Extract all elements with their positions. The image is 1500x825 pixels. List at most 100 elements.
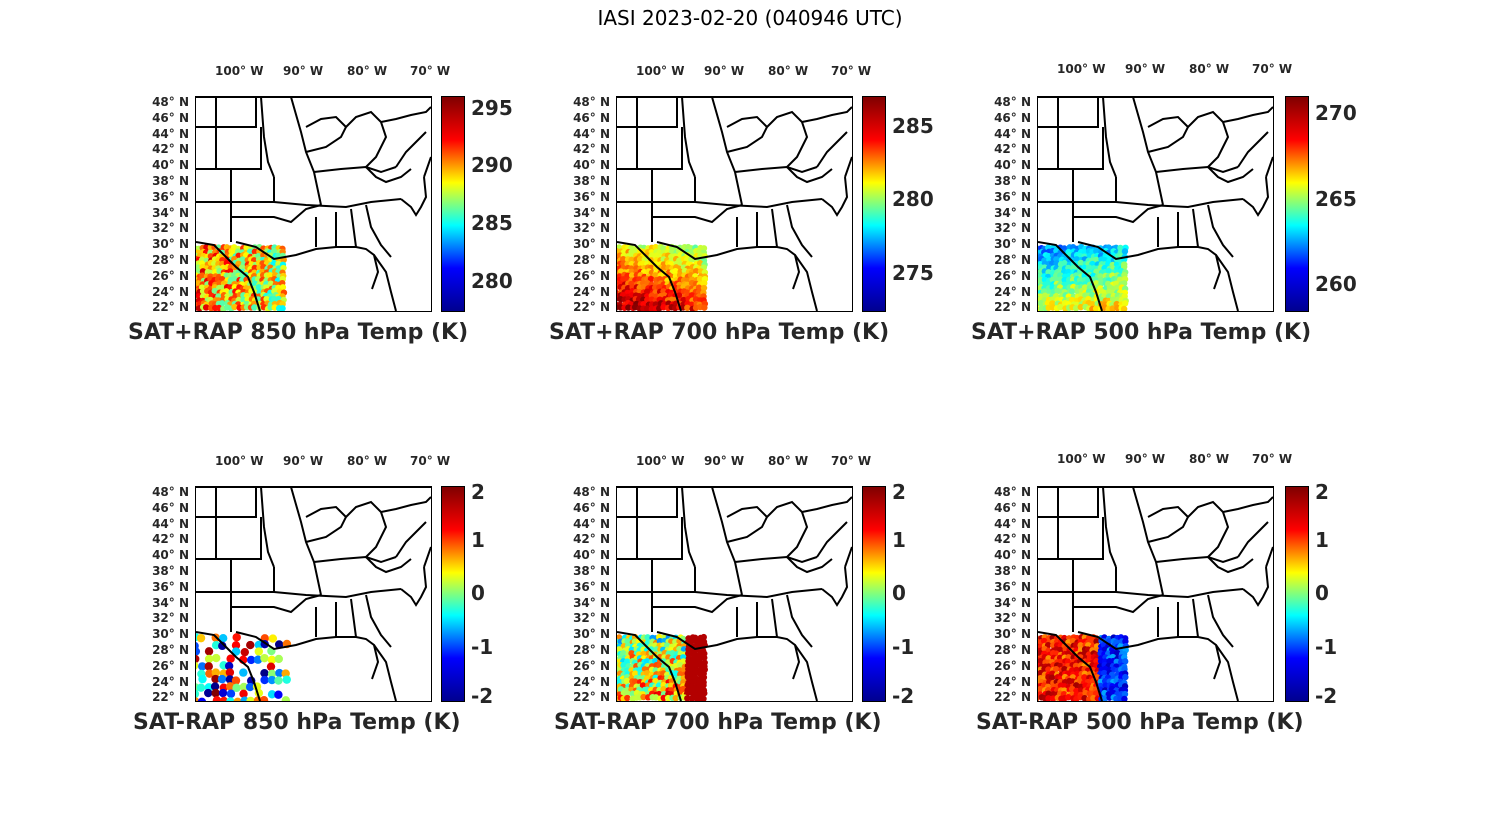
colorbar-tick-label: 1 (1315, 527, 1329, 552)
latitude-label: 22° N (152, 690, 189, 705)
data-point (1121, 300, 1129, 307)
boundary-line (365, 594, 392, 648)
boundary-line (1077, 241, 1222, 290)
map-svg (196, 487, 431, 701)
boundary-line (617, 201, 653, 242)
latitude-label: 38° N (994, 174, 1031, 188)
data-point (1057, 303, 1064, 311)
latitude-label: 26° N (152, 268, 189, 283)
boundary-line (1147, 115, 1190, 153)
boundary-line (766, 110, 809, 168)
data-point (245, 682, 255, 692)
latitude-label: 22° N (152, 300, 189, 315)
data-point (212, 696, 222, 701)
data-point (1038, 657, 1044, 665)
latitude-label: 30° N (152, 627, 189, 642)
map-svg (196, 97, 431, 311)
colorbar-tick-label: 285 (471, 211, 513, 236)
boundary-line (231, 204, 322, 224)
data-point (660, 686, 667, 693)
data-point (205, 669, 214, 678)
latitude-label: 34° N (573, 205, 610, 220)
boundary-line (766, 500, 809, 558)
latitude-label: 32° N (573, 611, 610, 626)
longitude-label: 90° W (704, 454, 745, 468)
colorbar-tick-label: 280 (471, 269, 513, 294)
data-point (211, 668, 220, 677)
data-point (644, 694, 652, 701)
data-point (624, 690, 631, 697)
data-point (667, 682, 675, 689)
boundary-line (1057, 97, 1099, 128)
latitude-label: 48° N (152, 95, 189, 109)
data-point (620, 662, 627, 669)
data-point (651, 272, 659, 279)
latitude-label: 36° N (573, 579, 610, 594)
latitude-label: 28° N (573, 643, 610, 657)
data-point (266, 662, 276, 671)
boundary-line (656, 631, 801, 680)
data-point (624, 638, 631, 645)
boundary-line (694, 198, 823, 209)
latitude-label: 38° N (573, 174, 610, 188)
data-point (643, 288, 651, 295)
data-point (266, 271, 274, 279)
data-point (204, 647, 214, 656)
data-point (625, 304, 632, 311)
boundary-line (260, 97, 275, 178)
data-point (1052, 665, 1060, 673)
data-point (260, 675, 269, 685)
boundary-line (636, 487, 678, 518)
data-point (196, 689, 200, 698)
longitude-label: 70° W (831, 64, 872, 78)
data-point (640, 248, 647, 256)
data-point (701, 280, 708, 287)
colorbar-tick-label: 290 (471, 153, 513, 178)
boundary-line (365, 556, 412, 574)
data-point (225, 668, 235, 677)
latitude-label: 38° N (573, 564, 610, 578)
boundary-line (1157, 208, 1199, 248)
boundary-line (816, 521, 848, 558)
boundary-line (1038, 558, 1117, 593)
data-point (246, 640, 255, 650)
data-point (239, 682, 249, 692)
colorbar-tick-label: 0 (892, 581, 906, 605)
latitude-label: 36° N (573, 189, 610, 204)
data-point (204, 654, 214, 664)
latitude-label: 22° N (994, 300, 1031, 315)
data-point (1045, 690, 1052, 697)
data-point (700, 284, 708, 292)
longitude-label: 80° W (768, 454, 809, 468)
latitude-label: 44° N (152, 126, 189, 141)
data-point (685, 650, 692, 657)
boundary-line (365, 204, 392, 258)
boundary-line (196, 168, 275, 203)
latitude-label: 40° N (573, 548, 610, 563)
data-point (1077, 259, 1085, 267)
boundary-line (1265, 546, 1273, 568)
data-point (202, 304, 210, 311)
latitude-label: 36° N (994, 579, 1031, 594)
longitude-label: 90° W (283, 454, 324, 468)
map-svg (1038, 487, 1273, 701)
boundary-line (345, 500, 388, 558)
data-point (1045, 695, 1052, 701)
boundary-line (617, 241, 682, 311)
boundary-line (373, 254, 397, 311)
colorbar-tick-label: -1 (471, 634, 494, 659)
data-point (251, 248, 259, 255)
boundary-line (1157, 598, 1199, 638)
data-point (688, 638, 695, 645)
data-point (1109, 305, 1116, 311)
map-svg (617, 487, 852, 701)
boundary-line (786, 594, 813, 648)
boundary-line (821, 176, 849, 217)
data-point (274, 690, 283, 699)
data-point (1109, 296, 1117, 303)
boundary-line (235, 241, 380, 290)
longitude-label: 70° W (410, 454, 451, 468)
data-point (274, 654, 283, 664)
boundary-line (1187, 500, 1230, 558)
boundary-line (395, 131, 427, 168)
